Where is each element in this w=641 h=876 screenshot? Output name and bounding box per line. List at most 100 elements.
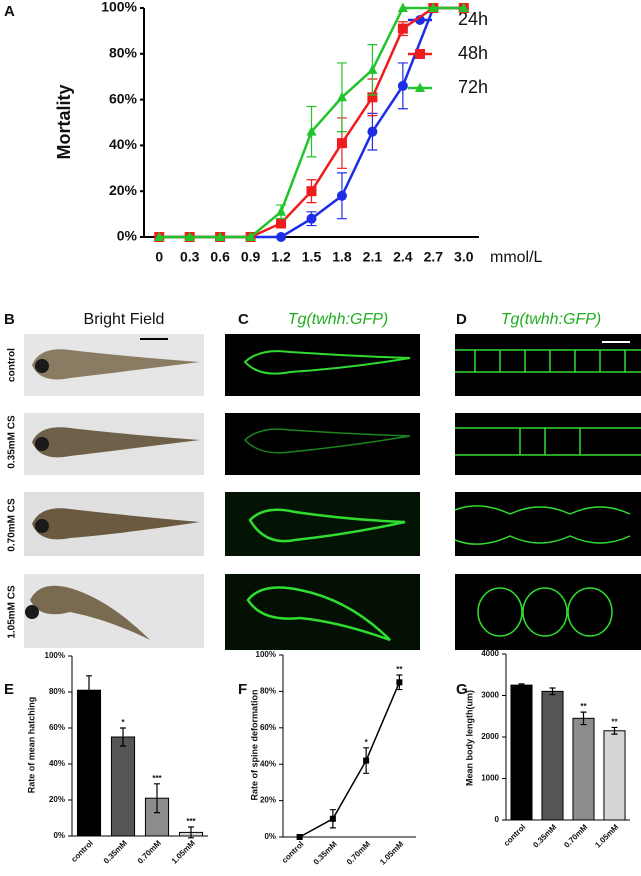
panel-letter: C (238, 311, 249, 328)
panel-letter: D (456, 311, 467, 328)
scale-bar (140, 338, 168, 340)
x-tick-label: 2.4 (393, 249, 413, 265)
significance: ** (580, 702, 587, 711)
marker (276, 232, 287, 242)
bar (541, 690, 564, 821)
image (225, 334, 420, 396)
image (455, 492, 641, 556)
marker (367, 64, 378, 74)
marker (245, 231, 256, 241)
bar (110, 736, 136, 837)
marker (396, 679, 403, 686)
marker (276, 206, 287, 216)
marker (397, 2, 408, 12)
marker (428, 2, 439, 12)
x-tick-label: control (280, 840, 306, 866)
eye (25, 605, 39, 619)
x-tick-label: 3.0 (454, 249, 474, 265)
y-tick-label: 20% (49, 795, 65, 804)
bar (76, 689, 102, 837)
y-axis-label: Rate of mean hatching (26, 697, 36, 794)
cell (522, 587, 568, 637)
marker (306, 213, 317, 224)
marker (397, 80, 408, 91)
y-tick-label: 20% (109, 182, 138, 198)
row-label: 1.05mM CS (7, 585, 18, 639)
fish (32, 508, 200, 540)
fish (32, 349, 200, 380)
significance: * (365, 738, 369, 747)
y-tick-label: 80% (260, 687, 276, 696)
marker (296, 834, 303, 840)
y-tick-label: 0% (264, 832, 276, 841)
notochord-images (454, 334, 641, 650)
marker (306, 126, 317, 136)
legend-label: 72h (458, 77, 488, 97)
image (455, 413, 641, 475)
error-bar (611, 726, 618, 735)
y-axis-label: Rate of spine deformation (249, 689, 259, 800)
y-tick-label: 40% (260, 759, 276, 768)
marker (363, 757, 370, 764)
gfp-images (225, 334, 420, 650)
bar (572, 717, 595, 821)
y-tick-label: 100% (101, 0, 137, 15)
x-tick-label: 0.70mM (345, 839, 372, 866)
fish-outline (246, 586, 391, 642)
x-tick-label: 0 (155, 249, 163, 265)
image-panels: B Bright Field C Tg(twhh:GFP) D Tg(twhh:… (4, 311, 641, 650)
fish-outline (248, 508, 406, 543)
marker (367, 92, 378, 103)
y-tick-label: 0% (53, 831, 65, 840)
y-tick-label: 40% (109, 136, 138, 152)
x-tick-label: control (69, 839, 95, 865)
panel-title: Tg(twhh:GFP) (501, 311, 601, 328)
marker (458, 2, 469, 12)
cells (455, 427, 641, 456)
x-tick-label: 0.9 (241, 249, 261, 265)
error-bar (580, 711, 587, 726)
marker (397, 23, 408, 34)
y-tick-label: 60% (49, 723, 65, 732)
fish-outline (243, 350, 411, 375)
cells (454, 505, 631, 545)
y-tick-label: 4000 (481, 649, 499, 658)
error-bar (549, 687, 556, 696)
image (225, 492, 420, 556)
brightfield-images (24, 334, 204, 648)
y-tick-label: 80% (109, 45, 138, 61)
bar (510, 684, 533, 821)
y-tick-label: 60% (260, 723, 276, 732)
x-tick-label: 0.35mM (531, 822, 558, 849)
x-tick-label: 1.2 (271, 249, 291, 265)
error-bar (86, 675, 92, 706)
x-tick-label: 0.35mM (312, 839, 339, 866)
line (299, 682, 401, 838)
cell (477, 587, 523, 637)
error-bar (188, 826, 194, 839)
y-tick-label: 0 (495, 815, 500, 824)
marker (276, 218, 287, 229)
x-tick-label: 0.6 (210, 249, 230, 265)
panel-letter: B (4, 311, 15, 328)
significance: * (121, 718, 125, 727)
x-tick-label: 0.35mM (102, 838, 129, 865)
y-tick-label: 100% (256, 650, 276, 659)
x-tick-label: 1.5 (302, 249, 322, 265)
fish (30, 585, 150, 640)
eye (35, 437, 49, 451)
panel-title: Tg(twhh:GFP) (288, 311, 388, 328)
marker (215, 231, 226, 241)
image (225, 413, 420, 475)
row-label: 0.70mM CS (7, 498, 18, 552)
panel-letter: E (4, 681, 14, 698)
marker (336, 138, 347, 149)
row-label: control (7, 348, 18, 382)
y-tick-label: 1000 (481, 774, 499, 783)
y-tick-label: 80% (49, 687, 65, 696)
panel-letter: F (238, 681, 247, 698)
significance: ** (611, 718, 618, 727)
y-tick-label: 60% (109, 90, 138, 106)
row-label: 0.35mM CS (7, 415, 18, 469)
